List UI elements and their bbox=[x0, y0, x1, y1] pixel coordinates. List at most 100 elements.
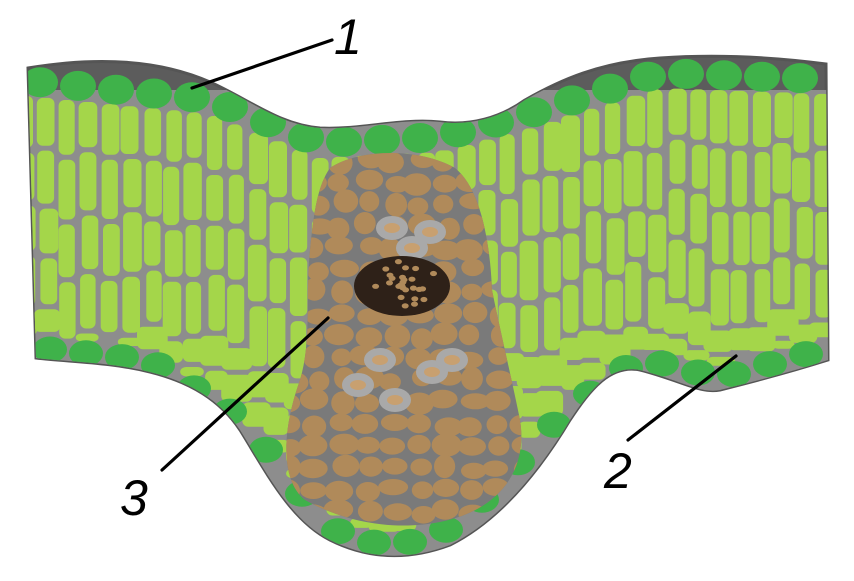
mesophyll-cell bbox=[792, 157, 811, 202]
mesophyll-cell bbox=[36, 97, 55, 146]
xylem-lumen bbox=[422, 227, 438, 237]
bundle-cell bbox=[511, 501, 522, 524]
mesophyll-cell bbox=[772, 340, 795, 349]
mesophyll-cell bbox=[117, 337, 143, 346]
bundle-cell bbox=[333, 189, 359, 213]
epidermis-cell bbox=[681, 359, 715, 386]
bundle-cell bbox=[378, 237, 402, 261]
mesophyll-cell bbox=[774, 92, 793, 138]
mesophyll-cell bbox=[289, 257, 308, 316]
mesophyll-cell bbox=[625, 261, 642, 322]
bundle-cell bbox=[433, 194, 454, 214]
bundle-cell bbox=[458, 437, 486, 456]
mesophyll-cell bbox=[221, 348, 253, 370]
epidermis-cell bbox=[609, 355, 643, 381]
mesophyll-cell bbox=[163, 166, 180, 226]
epidermis-cell bbox=[789, 341, 823, 368]
bundle-cell bbox=[383, 503, 412, 521]
bundle-cell bbox=[405, 392, 434, 415]
phloem-cell bbox=[388, 275, 396, 281]
mesophyll-cell bbox=[186, 112, 202, 158]
mesophyll-cell bbox=[516, 357, 543, 389]
bundle-cell bbox=[463, 214, 485, 235]
bundle-cell bbox=[351, 413, 379, 434]
bundle-cell bbox=[302, 415, 327, 438]
mesophyll-cell bbox=[499, 134, 515, 195]
phloem-cell bbox=[408, 276, 416, 282]
mesophyll-cell bbox=[205, 225, 224, 270]
mesophyll-cell bbox=[605, 279, 624, 330]
mesophyll-cell bbox=[668, 188, 685, 235]
xylem-lumen bbox=[350, 380, 366, 390]
mesophyll-cell bbox=[122, 276, 140, 333]
bundle-cell bbox=[286, 415, 301, 434]
bundle-cell bbox=[286, 455, 301, 479]
mesophyll-cell bbox=[498, 302, 516, 349]
mesophyll-cell bbox=[733, 211, 750, 266]
bundle-cell bbox=[407, 197, 429, 216]
mesophyll-cell bbox=[81, 215, 99, 270]
epidermis-cell bbox=[60, 70, 96, 101]
mesophyll-cell bbox=[101, 159, 118, 219]
mesophyll-cell bbox=[754, 152, 771, 208]
bundle-cell bbox=[434, 417, 463, 437]
bundle-cell bbox=[332, 454, 360, 477]
mesophyll-cell bbox=[688, 248, 705, 307]
bundle-cell bbox=[357, 500, 383, 522]
bundle-cell bbox=[382, 457, 408, 475]
mesophyll-cell bbox=[521, 128, 539, 175]
epidermis-cell bbox=[141, 352, 175, 379]
bundle-cell bbox=[377, 153, 404, 174]
bundle-cell bbox=[411, 481, 434, 500]
phloem-cell bbox=[409, 285, 417, 291]
mesophyll-cell bbox=[58, 224, 75, 278]
bundle-cell bbox=[300, 482, 327, 499]
mesophyll-cell bbox=[562, 284, 579, 333]
bundle-cell bbox=[431, 433, 462, 457]
epidermis-cell bbox=[98, 74, 134, 105]
epidermis-cell bbox=[516, 97, 552, 128]
phloem-cells bbox=[372, 259, 437, 309]
mesophyll-cell bbox=[683, 350, 710, 361]
bundle-cell bbox=[511, 436, 522, 455]
mesophyll-cell bbox=[166, 110, 182, 162]
bundle-cell bbox=[357, 308, 383, 325]
mesophyll-cell bbox=[146, 270, 162, 322]
mesophyll-cell bbox=[584, 108, 600, 156]
mesophyll-cell bbox=[808, 322, 828, 338]
mesophyll-cell bbox=[535, 390, 564, 416]
mesophyll-cell bbox=[265, 373, 289, 403]
bundle-cell bbox=[327, 217, 350, 240]
mesophyll-cell bbox=[28, 95, 34, 148]
phloem-cell bbox=[412, 265, 420, 272]
mesophyll-cell bbox=[711, 212, 729, 265]
mesophyll-cell bbox=[103, 224, 120, 276]
mesophyll-cell bbox=[668, 88, 687, 135]
mesophyll-cell bbox=[796, 207, 813, 259]
bundle-cell bbox=[460, 393, 491, 410]
bundle-cell bbox=[410, 458, 433, 476]
bundle-cell bbox=[309, 371, 330, 392]
label-3: 3 bbox=[120, 470, 148, 526]
mesophyll-cell bbox=[519, 240, 539, 301]
mesophyll-cell bbox=[543, 237, 561, 293]
leader-line-3 bbox=[160, 316, 330, 472]
bundle-cell bbox=[355, 436, 380, 454]
phloem-cell bbox=[411, 301, 418, 307]
mesophyll-cell bbox=[794, 263, 810, 320]
bundle-cell bbox=[355, 482, 380, 502]
bundle-cell bbox=[406, 414, 431, 434]
epidermis-cell bbox=[249, 436, 283, 463]
phloem-cell bbox=[386, 280, 393, 286]
mesophyll-cell bbox=[500, 199, 519, 247]
epidermis-cell bbox=[326, 126, 362, 157]
mesophyll-cell bbox=[640, 333, 670, 350]
mesophyll-cell bbox=[623, 151, 643, 207]
epidermis-cell bbox=[753, 351, 787, 378]
bundle-cell bbox=[411, 328, 433, 350]
epidermis-cell bbox=[288, 122, 324, 153]
mesophyll-cell bbox=[249, 189, 267, 240]
epidermis-cell bbox=[429, 516, 463, 543]
mesophyll-cell bbox=[123, 212, 142, 272]
